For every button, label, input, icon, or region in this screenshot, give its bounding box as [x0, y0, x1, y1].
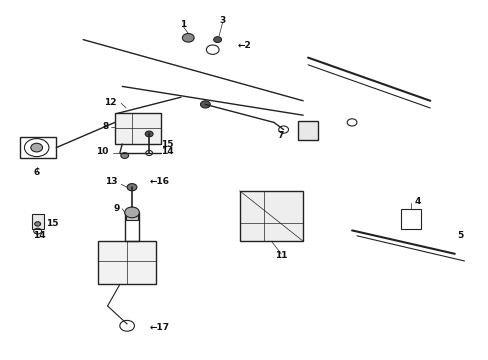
Text: 10: 10 — [96, 148, 109, 157]
Text: 14: 14 — [161, 148, 174, 157]
Bar — [298, 121, 317, 140]
Bar — [32, 214, 44, 229]
Text: 1: 1 — [180, 20, 186, 29]
Bar — [98, 241, 156, 284]
Bar — [115, 113, 161, 144]
Text: 6: 6 — [34, 168, 40, 177]
Circle shape — [124, 207, 139, 218]
Text: ←17: ←17 — [149, 323, 169, 332]
Text: 3: 3 — [219, 17, 225, 26]
Text: ←2: ←2 — [237, 41, 250, 50]
Text: 15: 15 — [161, 140, 174, 149]
Text: 5: 5 — [456, 231, 463, 240]
Bar — [124, 212, 139, 241]
Bar — [239, 191, 303, 241]
Text: 8: 8 — [102, 122, 108, 131]
Text: 14: 14 — [33, 231, 45, 240]
Text: 15: 15 — [46, 220, 59, 229]
Bar — [20, 137, 56, 158]
Text: 4: 4 — [414, 197, 421, 206]
Circle shape — [121, 153, 128, 158]
Bar — [400, 209, 420, 229]
Text: 9: 9 — [113, 204, 120, 213]
Circle shape — [182, 33, 194, 42]
Circle shape — [200, 101, 210, 108]
Text: 12: 12 — [103, 98, 116, 107]
Text: 13: 13 — [104, 177, 117, 186]
Circle shape — [127, 184, 137, 191]
Circle shape — [145, 131, 153, 137]
Circle shape — [35, 222, 41, 226]
Text: 7: 7 — [277, 131, 284, 140]
Bar — [126, 213, 138, 220]
Circle shape — [213, 37, 221, 42]
Circle shape — [31, 143, 42, 152]
Text: ←16: ←16 — [149, 177, 169, 186]
Text: 11: 11 — [274, 251, 287, 260]
